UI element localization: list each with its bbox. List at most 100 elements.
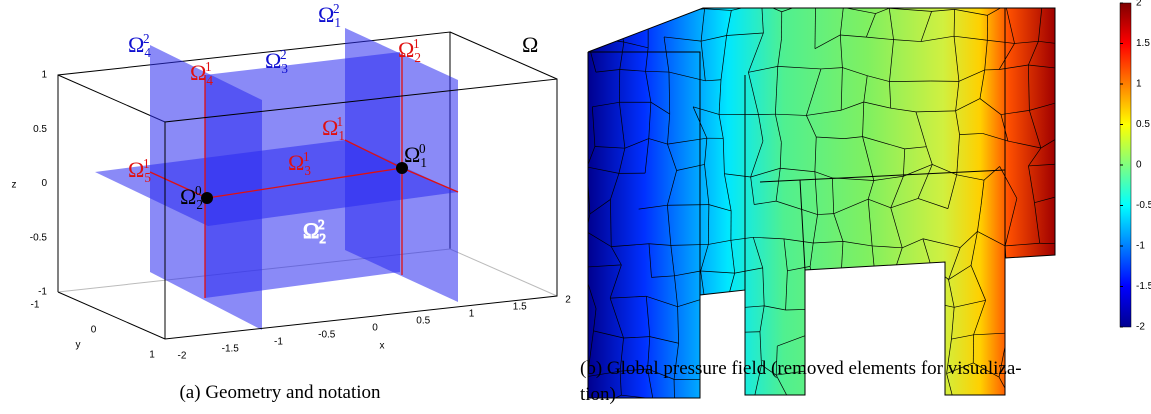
- mesh-edge: [761, 364, 777, 376]
- point: [201, 192, 213, 204]
- mesh-edge: [1034, 202, 1041, 244]
- symbol: Ω: [303, 218, 319, 243]
- mesh-edge: [889, 80, 931, 82]
- omega-label: Ω10: [404, 141, 427, 170]
- superscript: 2: [280, 47, 287, 62]
- mesh-edge: [647, 368, 675, 380]
- colorbar-tick-label: 2: [1136, 0, 1142, 9]
- subscript: 1: [338, 128, 344, 143]
- mesh-edge: [724, 308, 735, 333]
- mesh-edge: [674, 270, 701, 277]
- mesh-edge: [812, 214, 818, 244]
- mesh-edge: [954, 35, 988, 41]
- omega-label: Ω31: [288, 149, 311, 178]
- mesh-edge: [867, 180, 875, 200]
- block-edges: [587, 7, 1056, 399]
- mesh-edge: [890, 198, 919, 209]
- mesh-edge: [809, 242, 814, 267]
- mesh-edge: [1028, 65, 1030, 111]
- mesh-edge: [932, 164, 957, 176]
- mesh-edge: [915, 110, 956, 113]
- symbol: Ω: [322, 115, 338, 140]
- mesh-edge: [955, 98, 981, 112]
- mesh-edge: [724, 173, 732, 212]
- mesh-edge: [867, 75, 890, 82]
- mesh-edge: [610, 199, 612, 247]
- z-tick-label: -0.5: [30, 232, 48, 243]
- colorbar-tick-label: 0: [1136, 160, 1142, 171]
- x-tick-label: 0: [372, 323, 378, 334]
- mesh-edge: [673, 379, 675, 398]
- mesh-edge: [1005, 8, 1015, 44]
- mesh-edge: [1058, 267, 1069, 308]
- mesh-edge: [836, 407, 875, 411]
- mesh-edge: [775, 66, 779, 115]
- mesh-edge: [973, 362, 1000, 378]
- x-tick-label: 1.5: [513, 302, 527, 313]
- mesh-edge: [888, 8, 894, 40]
- mesh-edge: [902, 238, 924, 249]
- mesh-edge: [946, 373, 958, 398]
- mesh-edge: [1039, 242, 1055, 245]
- colorbar-tick-label: -1: [1136, 241, 1145, 252]
- mesh-edge: [588, 370, 621, 377]
- mesh-edge: [783, 238, 814, 244]
- axis-label: z: [12, 180, 17, 191]
- symbol: Ω: [318, 2, 334, 27]
- symbol: Ω: [190, 60, 206, 85]
- mesh-edge: [1042, 362, 1055, 369]
- mesh-edge: [593, 308, 597, 331]
- mesh-edge: [588, 166, 619, 174]
- caption: (a) Geometry and notation: [179, 382, 381, 403]
- axis-label: x: [380, 341, 385, 352]
- mesh-edge: [958, 69, 985, 82]
- mesh-edge: [1004, 198, 1018, 246]
- mesh-edge: [875, 407, 896, 410]
- mesh-edge: [611, 243, 650, 247]
- mesh-edge: [700, 270, 705, 299]
- mesh-edge: [987, 39, 1015, 44]
- mesh-edge: [817, 213, 834, 215]
- mesh-edge: [648, 243, 671, 246]
- mesh-edge: [623, 336, 650, 339]
- mesh-edge: [954, 299, 986, 308]
- mesh-edge: [977, 205, 982, 232]
- superscript: 2: [143, 31, 150, 46]
- box-floor: [449, 248, 558, 297]
- y-tick-label: 1: [149, 350, 155, 361]
- mesh-edge: [1028, 165, 1035, 203]
- mesh-edge: [783, 238, 788, 271]
- x-tick-label: -1: [274, 337, 283, 348]
- mesh-edge: [733, 409, 752, 411]
- mesh-edge: [1014, 40, 1039, 44]
- mesh-edge: [653, 399, 675, 403]
- box-top: [57, 74, 166, 123]
- y-tick-label: -1: [31, 300, 40, 311]
- mesh-edge: [588, 267, 597, 309]
- mesh-edge: [754, 200, 777, 205]
- mesh-edge: [926, 146, 933, 165]
- subscript: 4: [206, 73, 213, 88]
- mesh-edge: [700, 41, 706, 81]
- mesh-edge: [648, 102, 652, 139]
- mesh-edge: [734, 267, 763, 274]
- mesh-edge: [647, 368, 654, 398]
- mesh-edge: [621, 394, 653, 398]
- axis-label: y: [76, 340, 81, 351]
- mesh-edge: [859, 277, 876, 308]
- mesh-edge: [920, 11, 932, 42]
- mesh-edge: [664, 36, 702, 42]
- edge: [799, 179, 806, 271]
- mesh-edge: [619, 41, 625, 70]
- mesh-edge: [890, 176, 904, 208]
- mesh-edge: [1039, 302, 1055, 309]
- mesh-edge: [1064, 99, 1071, 135]
- mesh-edge: [638, 204, 668, 210]
- mesh-edge: [970, 231, 978, 266]
- mesh-edge: [1029, 110, 1042, 149]
- mesh-edge: [979, 69, 986, 99]
- superscript: 1: [303, 149, 310, 164]
- subscript: 1: [420, 155, 427, 170]
- mesh-edge: [1027, 329, 1043, 363]
- mesh-edge: [667, 204, 709, 206]
